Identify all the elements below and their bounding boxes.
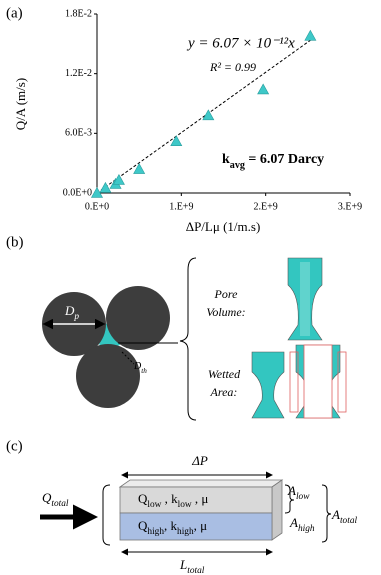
- data-point: [304, 29, 317, 41]
- k-avg-annotation: kavg = 6.07 Darcy: [222, 152, 324, 171]
- wetted-area-shapes: [251, 344, 347, 419]
- label-text: , k: [164, 518, 178, 533]
- data-point: [257, 83, 270, 95]
- label-text: k: [222, 152, 230, 167]
- pore-volume-label: Volume:: [206, 305, 245, 319]
- x-tick-label: 3.E+9: [338, 201, 362, 212]
- data-point: [133, 163, 146, 174]
- subscript: avg: [230, 160, 245, 171]
- label-text: Q: [42, 490, 52, 505]
- data-point: [202, 109, 215, 121]
- panel-label: (a): [6, 5, 23, 21]
- label-text: L: [179, 557, 187, 572]
- l-total-label: Ltotal: [179, 557, 205, 575]
- label-text: D: [133, 361, 142, 372]
- subscript: high: [147, 527, 164, 537]
- data-point: [99, 181, 112, 193]
- label-text: , μ: [194, 518, 208, 533]
- wetted-area-label: Area:: [210, 385, 238, 399]
- a-high-label: Ahigh: [289, 515, 315, 534]
- subscript: low: [296, 492, 310, 502]
- low-layer-label: Qlow , klow , μ: [138, 491, 208, 510]
- subscript: low: [178, 500, 192, 510]
- a-low-label: Alow: [287, 483, 310, 502]
- y-tick-label: 6.0E-3: [65, 128, 92, 139]
- label-text: D: [64, 303, 75, 318]
- pore-volume-label: Pore: [214, 287, 239, 301]
- a-total-label: Atotal: [331, 507, 357, 526]
- label-text: A: [331, 507, 340, 522]
- y-axis-title: Q/A (m/s): [13, 78, 28, 130]
- data-point: [112, 173, 125, 185]
- label-text: , k: [161, 491, 178, 506]
- fit-r2: R² = 0.99: [209, 60, 256, 74]
- label-text: Q: [138, 518, 148, 533]
- subscript: high: [177, 527, 194, 537]
- fit-line: [96, 39, 311, 194]
- label-text: , μ: [192, 491, 209, 506]
- pore-diagram: [42, 286, 178, 408]
- label-text: = 6.07 Darcy: [245, 152, 324, 167]
- subscript: low: [147, 500, 161, 510]
- brace: [179, 257, 197, 421]
- x-tick-label: 2.E+9: [254, 201, 278, 212]
- panel-label: (b): [6, 234, 24, 250]
- subscript: high: [298, 524, 315, 534]
- x-tick-label: 0.E+0: [85, 201, 109, 212]
- subscript: total: [187, 566, 205, 575]
- high-layer-label: Qhigh, khigh, μ: [138, 518, 207, 537]
- label-text: A: [287, 483, 296, 498]
- layer-diagram: [40, 471, 332, 556]
- subscript: total: [340, 516, 358, 526]
- dth-label: Dth: [133, 361, 147, 374]
- y-tick-label: 1.2E-2: [65, 68, 92, 79]
- y-tick-label: 0.0E+0: [63, 187, 92, 198]
- pore-volume-shape: [287, 257, 323, 341]
- x-tick-label: 1.E+9: [169, 201, 193, 212]
- delta-p-label: ΔP: [191, 453, 208, 468]
- dp-label: Dp: [64, 303, 79, 322]
- y-tick-label: 1.8E-2: [65, 8, 92, 19]
- x-axis-title: ΔP/Lμ (1/m.s): [186, 219, 261, 234]
- fit-equation: y = 6.07 × 10⁻¹²x: [186, 35, 295, 51]
- label-text: Q: [138, 491, 148, 506]
- subscript: p: [73, 312, 79, 322]
- wetted-area-label: Wetted: [208, 367, 241, 381]
- subscript: total: [51, 499, 69, 509]
- subscript: th: [141, 367, 147, 375]
- q-total-label: Qtotal: [42, 490, 69, 509]
- label-text: A: [289, 515, 298, 530]
- data-point: [170, 135, 183, 146]
- panel-label: (c): [6, 438, 23, 454]
